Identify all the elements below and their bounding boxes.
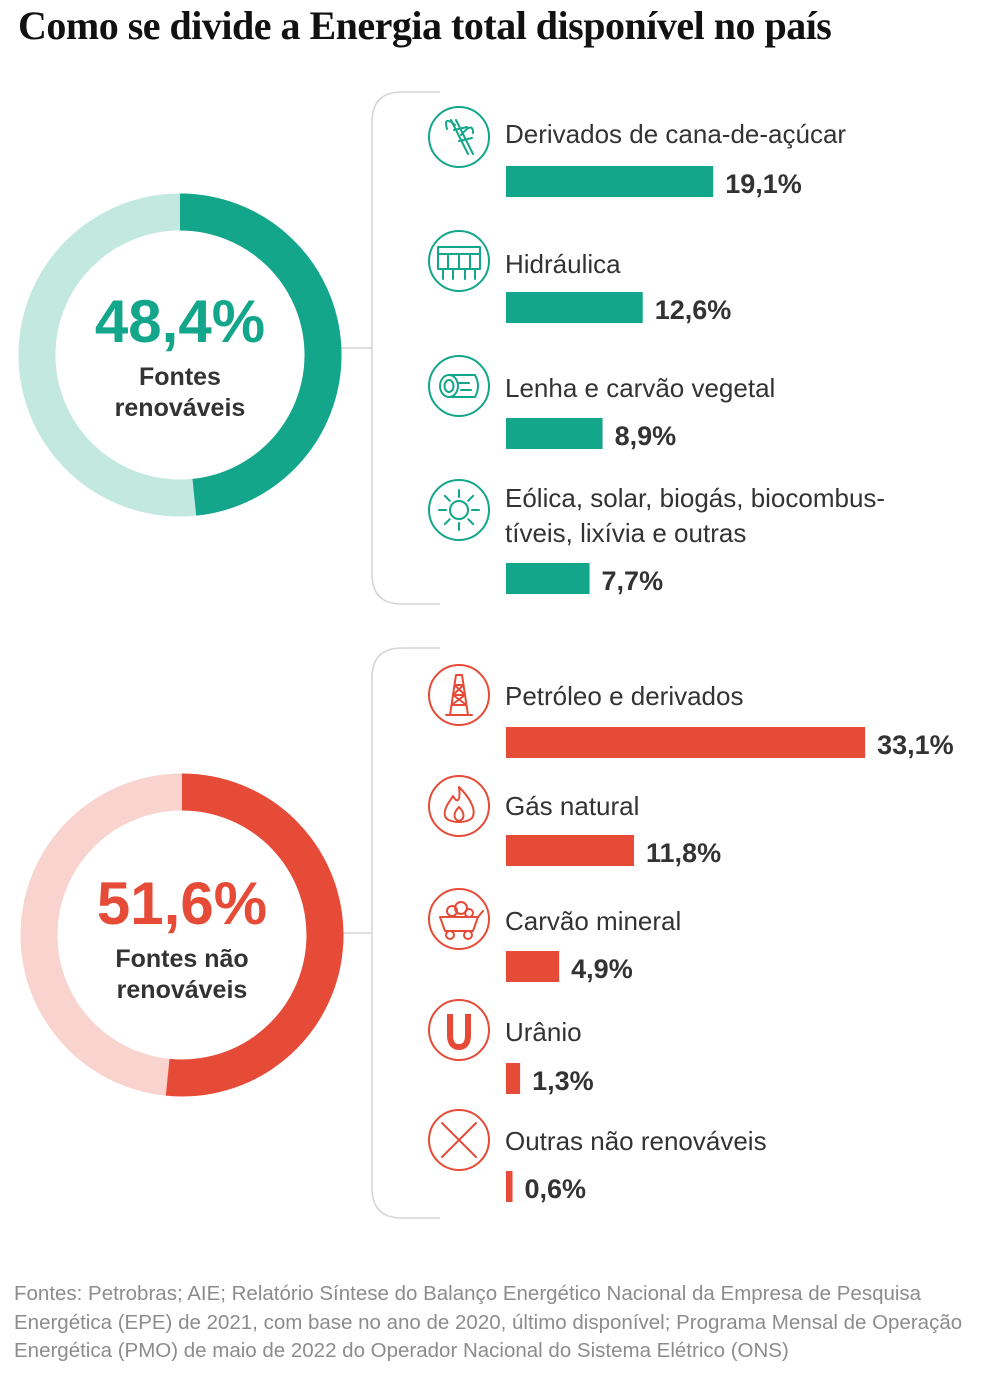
- nonrenewable-bar: [506, 951, 560, 982]
- mine-cart-icon: [428, 888, 490, 950]
- renewable-value-label: 7,7%: [602, 566, 664, 596]
- renewable-category-label: tíveis, lixívia e outras: [505, 518, 746, 548]
- bracket: [371, 91, 440, 605]
- x-icon: [428, 1109, 490, 1171]
- renewable-category-label: Eólica, solar, biogás, biocombus-: [505, 483, 885, 513]
- renewable-value-label: 8,9%: [615, 421, 677, 451]
- oil-derrick-icon: [428, 664, 490, 726]
- nonrenewable-category-label: Carvão mineral: [505, 906, 681, 936]
- nonrenewable-category-label: Petróleo e derivados: [505, 681, 743, 711]
- renewable-category-label: Lenha e carvão vegetal: [505, 373, 775, 403]
- renewable-category-label: Hidráulica: [505, 249, 621, 279]
- nonrenewable-value-label: 11,8%: [646, 838, 721, 868]
- dam-icon: [428, 230, 490, 292]
- nonrenewable-donut-label: Fontes não: [115, 945, 248, 973]
- nonrenewable-donut-value: 51,6%: [97, 870, 267, 937]
- nonrenewable-category-label: Outras não renováveis: [505, 1126, 767, 1156]
- renewable-bar: [506, 292, 643, 323]
- renewable-category-label: Derivados de cana-de-açúcar: [505, 119, 846, 149]
- nonrenewable-category-label: Gás natural: [505, 791, 639, 821]
- nonrenewable-donut-label: renováveis: [117, 976, 248, 1004]
- renewable-bar: [506, 418, 603, 449]
- energy-chart: 48,4% Fontes renováveis Derivados de cana-d…: [18, 91, 954, 1219]
- nonrenewable-bar: [506, 1063, 521, 1094]
- nonrenewable-bar: [506, 835, 635, 866]
- sugarcane-icon: [428, 106, 490, 168]
- chart-title: Como se divide a Energia total disponíve…: [18, 3, 832, 48]
- nonrenewable-value-label: 33,1%: [877, 730, 954, 760]
- renewable-donut-value: 48,4%: [95, 288, 265, 355]
- nonrenewable-category-label: Urânio: [505, 1017, 582, 1047]
- firewood-icon: [428, 355, 490, 417]
- renewable-bar: [506, 166, 714, 197]
- sun-icon: [428, 479, 490, 541]
- nonrenewable-value-label: 1,3%: [532, 1066, 594, 1096]
- renewable-donut-label: renováveis: [115, 394, 246, 422]
- renewable-value-label: 19,1%: [725, 169, 802, 199]
- renewable-donut-label: Fontes: [139, 363, 221, 391]
- nonrenewable-bar: [506, 727, 866, 758]
- nonrenewable-bar: [506, 1171, 513, 1202]
- sources-note: Fontes: Petrobras; AIE; Relatório Síntes…: [14, 1282, 963, 1362]
- uranium-icon: [428, 999, 490, 1061]
- nonrenewable-value-label: 0,6%: [525, 1174, 587, 1204]
- flame-icon: [428, 775, 490, 837]
- renewable-donut-arc: [179, 193, 342, 516]
- nonrenewable-donut-arc: [165, 773, 344, 1097]
- nonrenewable-value-label: 4,9%: [571, 954, 633, 984]
- renewable-bar: [506, 563, 590, 594]
- renewable-value-label: 12,6%: [655, 295, 732, 325]
